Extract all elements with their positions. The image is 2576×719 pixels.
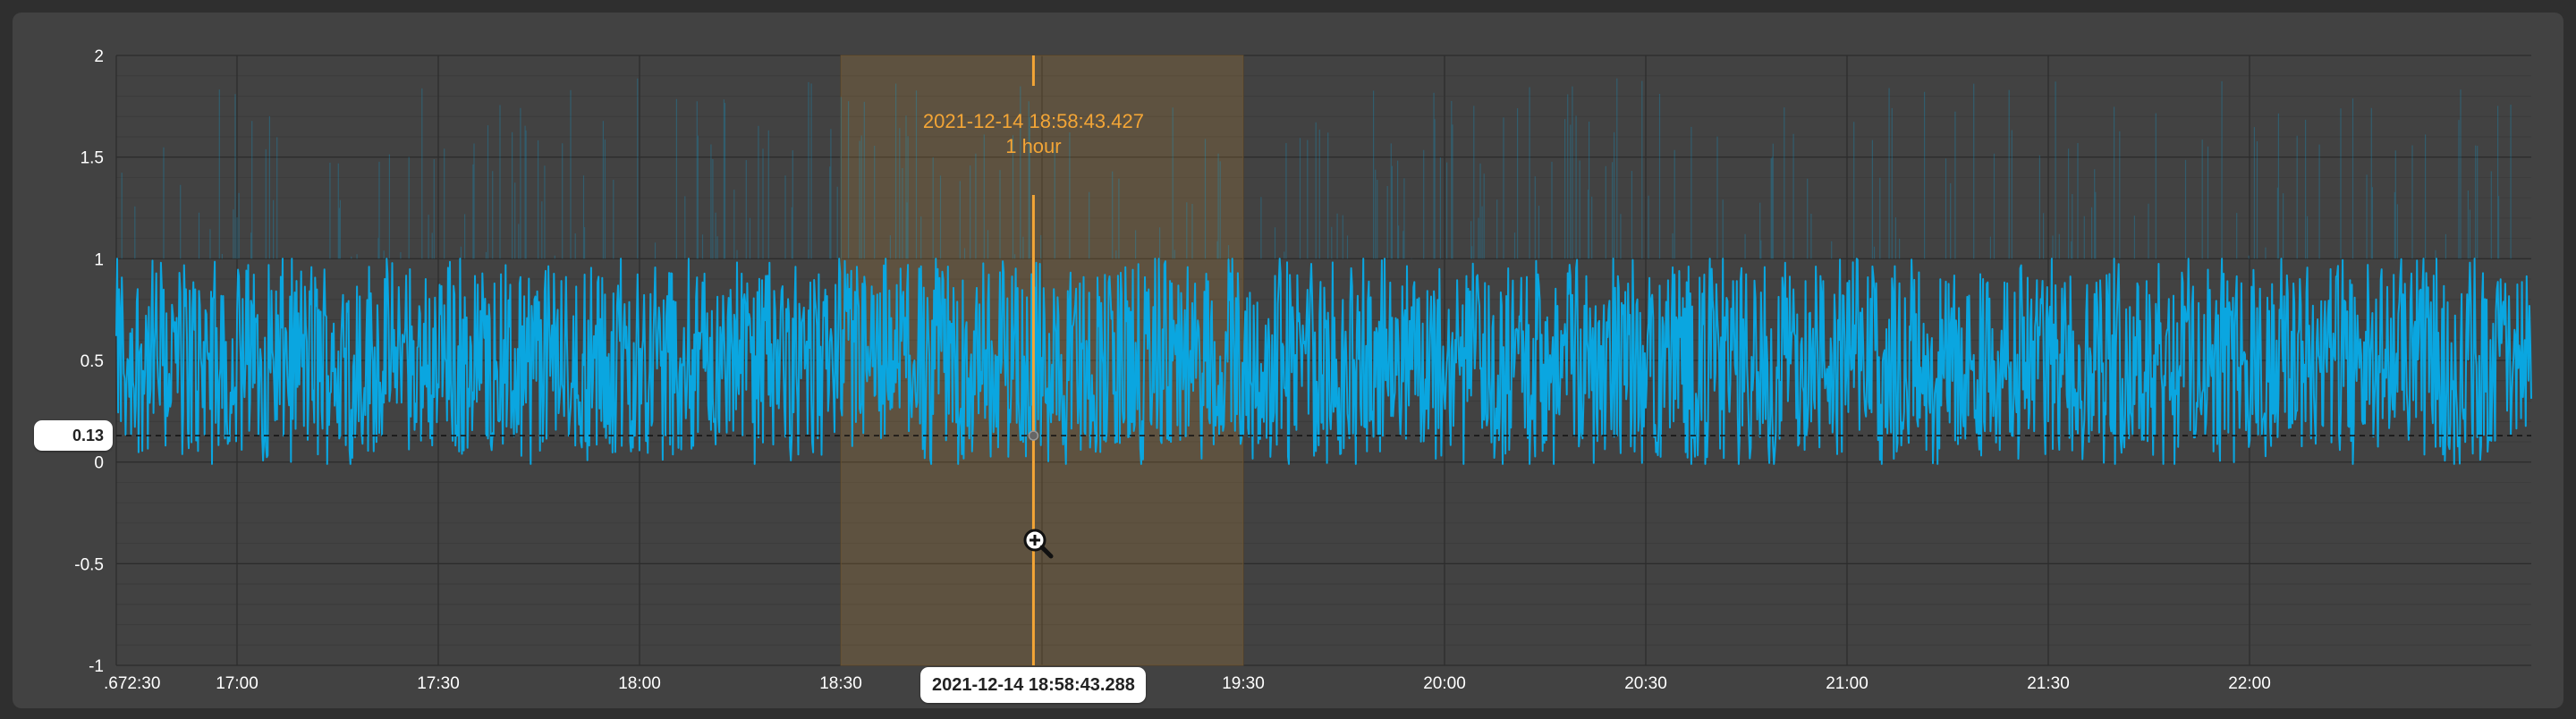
signal-line	[115, 258, 2532, 465]
x-time-badge: 2021-12-14 18:58:43.288	[920, 667, 1147, 703]
y-tick-label: 2	[94, 47, 104, 66]
x-tick-label: 17:30	[417, 674, 460, 693]
grid	[115, 55, 2531, 666]
x-tick-label: 21:00	[1826, 674, 1868, 693]
x-tick-label: 18:00	[618, 674, 661, 693]
signal-envelope	[121, 78, 2512, 259]
y-axis: 2 1.5 1 0.5 0 -0.5 -1	[74, 47, 104, 676]
y-tick-label: 0	[94, 454, 104, 473]
selection-time-label: 2021-12-14 18:58:43.427	[923, 110, 1144, 132]
y-tick-label: 0.5	[80, 352, 104, 371]
x-tick-label: 22:00	[2228, 674, 2271, 693]
x-tick-label: .672:30	[104, 674, 160, 693]
y-tick-label: 1.5	[80, 149, 104, 168]
x-tick-label: 20:30	[1624, 674, 1667, 693]
x-tick-label: 18:30	[819, 674, 862, 693]
y-tick-label: -1	[89, 657, 104, 676]
y-tick-label: -0.5	[74, 555, 104, 574]
x-tick-label: 17:00	[216, 674, 258, 693]
crosshair-point	[1028, 430, 1039, 441]
y-value-badge: 0.13	[34, 420, 113, 452]
selection-duration-label: 1 hour	[1005, 135, 1061, 157]
x-tick-label: 21:30	[2027, 674, 2070, 693]
x-axis: .672:3017:0017:3018:0018:3019:0019:3020:…	[104, 674, 2271, 693]
x-tick-label: 19:30	[1222, 674, 1265, 693]
x-tick-label: 20:00	[1423, 674, 1466, 693]
zoom-in-cursor-icon	[1023, 529, 1054, 559]
series-signal	[115, 78, 2532, 465]
y-tick-label: 1	[94, 250, 104, 269]
